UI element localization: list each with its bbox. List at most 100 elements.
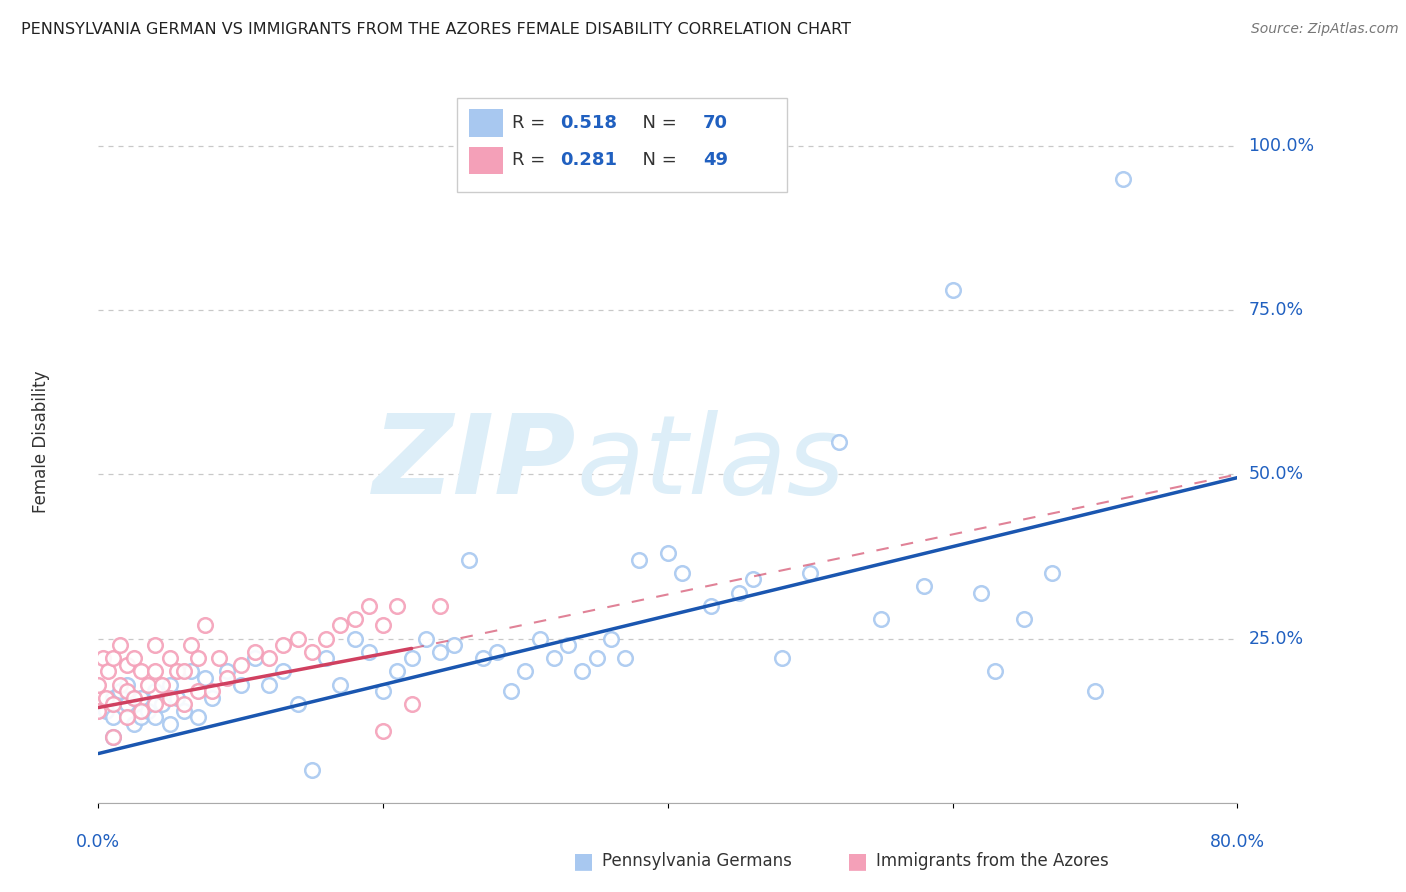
Point	[173, 665, 195, 679]
Text: ZIP: ZIP	[373, 409, 576, 516]
Point	[728, 585, 751, 599]
Point	[166, 665, 188, 679]
Text: R =: R =	[512, 114, 551, 132]
Point	[557, 638, 579, 652]
FancyBboxPatch shape	[468, 147, 503, 174]
Text: N =: N =	[631, 152, 683, 169]
Text: 25.0%: 25.0%	[1249, 630, 1303, 648]
Point	[401, 698, 423, 712]
Point	[529, 632, 551, 646]
Point	[770, 651, 793, 665]
Point	[799, 566, 821, 580]
Point	[145, 665, 167, 679]
Point	[201, 684, 224, 698]
Point	[159, 677, 181, 691]
Point	[129, 665, 152, 679]
Text: 75.0%: 75.0%	[1249, 301, 1303, 319]
Point	[970, 585, 993, 599]
Point	[301, 645, 323, 659]
Point	[159, 690, 181, 705]
Point	[387, 665, 409, 679]
Point	[101, 690, 124, 705]
Point	[108, 677, 131, 691]
Point	[415, 632, 437, 646]
Point	[1012, 612, 1035, 626]
Point	[515, 665, 537, 679]
Text: Source: ZipAtlas.com: Source: ZipAtlas.com	[1251, 22, 1399, 37]
Point	[870, 612, 893, 626]
Point	[984, 665, 1007, 679]
Point	[628, 553, 651, 567]
Point	[1084, 684, 1107, 698]
Point	[101, 710, 124, 724]
Point	[373, 618, 395, 632]
Point	[429, 599, 451, 613]
Point	[699, 599, 721, 613]
Point	[543, 651, 565, 665]
Point	[471, 651, 494, 665]
Point	[443, 638, 465, 652]
Point	[122, 690, 145, 705]
Text: 50.0%: 50.0%	[1249, 466, 1303, 483]
Point	[122, 717, 145, 731]
Text: 100.0%: 100.0%	[1249, 137, 1315, 155]
Point	[115, 710, 138, 724]
Point	[357, 645, 380, 659]
Point	[742, 573, 765, 587]
Point	[152, 677, 174, 691]
Text: ■: ■	[848, 851, 868, 871]
Point	[315, 651, 337, 665]
Point	[287, 698, 309, 712]
Point	[329, 618, 352, 632]
Point	[159, 651, 181, 665]
Point	[97, 665, 120, 679]
Point	[115, 657, 138, 672]
Point	[91, 651, 114, 665]
Point	[136, 704, 159, 718]
Text: Immigrants from the Azores: Immigrants from the Azores	[876, 852, 1109, 870]
Point	[87, 677, 110, 691]
Point	[173, 704, 195, 718]
Point	[357, 599, 380, 613]
Point	[457, 553, 479, 567]
Text: Female Disability: Female Disability	[32, 370, 51, 513]
Point	[87, 704, 110, 718]
Point	[208, 651, 231, 665]
Point	[122, 651, 145, 665]
Point	[429, 645, 451, 659]
Point	[315, 632, 337, 646]
Point	[1112, 171, 1135, 186]
Point	[373, 684, 395, 698]
FancyBboxPatch shape	[468, 109, 503, 136]
Point	[108, 684, 131, 698]
Point	[145, 710, 167, 724]
Point	[115, 698, 138, 712]
Point	[329, 677, 352, 691]
Point	[273, 638, 295, 652]
Text: PENNSYLVANIA GERMAN VS IMMIGRANTS FROM THE AZORES FEMALE DISABILITY CORRELATION : PENNSYLVANIA GERMAN VS IMMIGRANTS FROM T…	[21, 22, 851, 37]
Point	[94, 704, 117, 718]
Point	[101, 730, 124, 744]
Point	[273, 665, 295, 679]
Point	[145, 698, 167, 712]
Point	[201, 690, 224, 705]
Point	[187, 684, 209, 698]
Point	[401, 651, 423, 665]
Point	[122, 690, 145, 705]
Point	[101, 698, 124, 712]
Point	[194, 671, 217, 685]
Point	[486, 645, 509, 659]
Text: R =: R =	[512, 152, 551, 169]
Point	[115, 677, 138, 691]
Text: ■: ■	[574, 851, 593, 871]
Point	[343, 632, 366, 646]
Point	[108, 638, 131, 652]
Point	[1040, 566, 1063, 580]
Point	[259, 651, 281, 665]
Point	[129, 704, 152, 718]
Point	[287, 632, 309, 646]
Text: atlas: atlas	[576, 409, 845, 516]
Text: N =: N =	[631, 114, 683, 132]
Point	[94, 690, 117, 705]
Point	[501, 684, 523, 698]
